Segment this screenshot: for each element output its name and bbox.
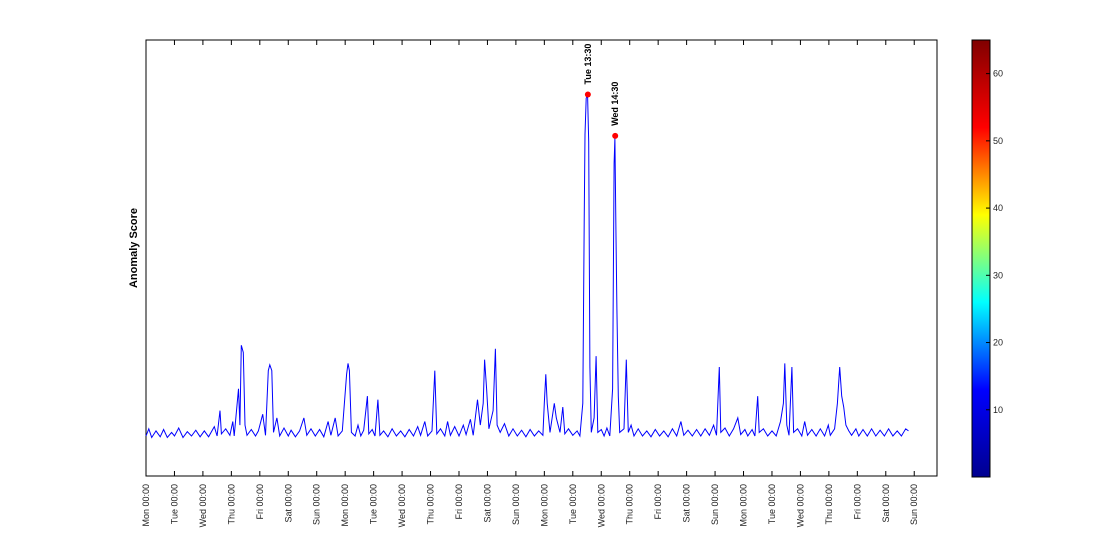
x-tick-label: Wed 00:00: [397, 484, 407, 527]
x-tick-label: Thu 00:00: [824, 484, 834, 525]
x-tick-label: Thu 00:00: [226, 484, 236, 525]
x-tick-label: Sun 00:00: [710, 484, 720, 525]
x-tick-label: Wed 00:00: [596, 484, 606, 527]
x-tick-label: Thu 00:00: [625, 484, 635, 525]
x-tick-label: Thu 00:00: [426, 484, 436, 525]
x-tick-label: Mon 00:00: [739, 484, 749, 527]
x-axis-ticks: Mon 00:00 Tue 00:00 Wed 00:00 Thu 00:00 Fri …: [141, 40, 919, 527]
x-tick-label: Sun 00:00: [312, 484, 322, 525]
peak-label: Wed 14:30: [610, 82, 620, 126]
x-tick-label: Wed 00:00: [795, 484, 805, 527]
y-axis-label: Anomaly Score: [128, 208, 140, 288]
x-tick-label: Fri 00:00: [653, 484, 663, 520]
x-tick-label: Sat 00:00: [881, 484, 891, 523]
x-tick-label: Mon 00:00: [539, 484, 549, 527]
colorbar-ticks: 10 20 30 40 50 60: [986, 69, 1003, 415]
x-tick-label: Fri 00:00: [454, 484, 464, 520]
x-tick-label: Tue 00:00: [369, 484, 379, 524]
colorbar-tick-label: 30: [993, 270, 1003, 280]
x-tick-label: Fri 00:00: [852, 484, 862, 520]
peak-marker: [584, 91, 591, 98]
colorbar-tick-label: 40: [993, 203, 1003, 213]
x-tick-label: Tue 00:00: [169, 484, 179, 524]
x-tick-label: Sat 00:00: [283, 484, 293, 523]
x-tick-label: Sat 00:00: [682, 484, 692, 523]
x-tick-label: Tue 00:00: [568, 484, 578, 524]
peak-label: Tue 13:30: [583, 44, 593, 85]
x-tick-label: Fri 00:00: [255, 484, 265, 520]
series-line-0: [145, 94, 909, 439]
x-tick-label: Mon 00:00: [340, 484, 350, 527]
colorbar-tick-label: 50: [993, 136, 1003, 146]
peak-marker: [612, 132, 619, 139]
plot-area: [145, 39, 938, 477]
x-tick-label: Sun 00:00: [511, 484, 521, 525]
colorbar-tick-label: 60: [993, 69, 1003, 79]
colorbar-tick-label: 20: [993, 338, 1003, 348]
x-tick-label: Sat 00:00: [482, 484, 492, 523]
x-tick-label: Mon 00:00: [141, 484, 151, 527]
x-tick-label: Sun 00:00: [909, 484, 919, 525]
highlight-layer: Tue 13:30 Wed 14:30: [583, 44, 620, 139]
colorbar-tick-label: 10: [993, 405, 1003, 415]
colorbar: [971, 39, 991, 478]
x-tick-label: Tue 00:00: [767, 484, 777, 524]
series-layer: [145, 94, 909, 439]
x-tick-label: Wed 00:00: [198, 484, 208, 527]
